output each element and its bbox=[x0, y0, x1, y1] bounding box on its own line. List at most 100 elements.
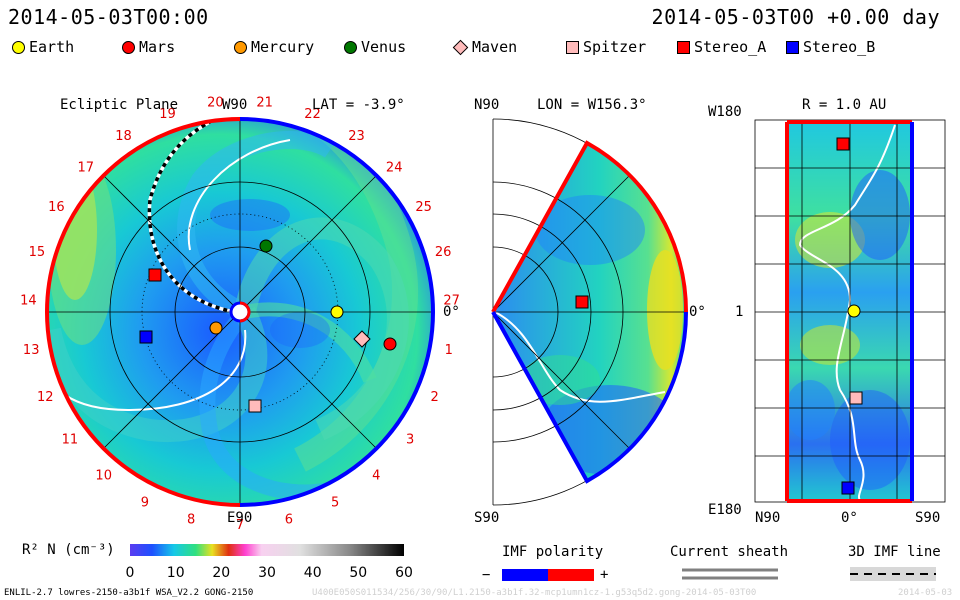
density-colorbar bbox=[130, 544, 404, 556]
marker-spitzer bbox=[849, 391, 863, 405]
footer-model: ENLIL-2.7 lowres-2150-a3b1f WSA_V2.2 GON… bbox=[4, 588, 254, 598]
meridional-bottom-label: S90 bbox=[474, 510, 500, 526]
legend-label: Mars bbox=[139, 38, 176, 56]
rotation-label: 20 bbox=[207, 95, 224, 110]
colorbar-label: R² N (cm⁻³) bbox=[22, 542, 115, 558]
marker-earth bbox=[847, 304, 861, 318]
legend-item-maven: Maven bbox=[452, 38, 518, 56]
rotation-label: 21 bbox=[256, 95, 273, 110]
rotation-label: 3 bbox=[406, 433, 414, 448]
ecliptic-rim-east bbox=[45, 117, 241, 507]
marker-stereo-b bbox=[139, 330, 153, 344]
marker-maven bbox=[353, 330, 371, 348]
ecliptic-lat-label: LAT = -3.9° bbox=[312, 97, 405, 113]
radial-top-left-label: W180 bbox=[708, 104, 742, 120]
colorbar-ticks: 0 10 20 30 40 50 60 bbox=[126, 565, 413, 581]
ecliptic-top-label: W90 bbox=[222, 97, 248, 113]
ecliptic-rim-west bbox=[239, 117, 435, 507]
marker-earth bbox=[330, 305, 344, 319]
footer-date: 2014-05-03 bbox=[898, 588, 953, 598]
colorbar-tick-label: 20 bbox=[212, 565, 230, 581]
colorbar-tick-label: 60 bbox=[395, 565, 413, 581]
colorbar-tick-label: 50 bbox=[349, 565, 367, 581]
marker-stereo-a bbox=[836, 137, 850, 151]
marker-spitzer bbox=[248, 399, 262, 413]
legend-item-earth: Earth bbox=[12, 38, 74, 56]
radial-bottom-left-label: E180 bbox=[708, 502, 742, 518]
legend-item-mars: Mars bbox=[122, 38, 175, 56]
colorbar-tick-label: 30 bbox=[258, 565, 276, 581]
legend-label: Earth bbox=[29, 38, 75, 56]
ecliptic-plane-panel bbox=[45, 117, 435, 507]
meridional-grid bbox=[492, 118, 687, 506]
imf-polarity-positive bbox=[548, 569, 594, 581]
legend-label: Mercury bbox=[251, 38, 315, 56]
rotation-label: 4 bbox=[372, 468, 380, 483]
footer-run-id: U400E050S011534/256/30/90/L1.2150-a3b1f.… bbox=[312, 588, 757, 598]
legend-item-stereo-b: Stereo_B bbox=[786, 38, 875, 56]
marker-stereo-a bbox=[148, 268, 162, 282]
rotation-label: 16 bbox=[48, 200, 65, 215]
legend-marker-venus bbox=[344, 40, 357, 54]
legend-marker-spitzer bbox=[566, 40, 579, 54]
rotation-label: 24 bbox=[386, 161, 403, 176]
spacecraft-markers bbox=[139, 137, 863, 495]
rotation-label: 2 bbox=[431, 390, 439, 405]
imf-polarity-negative bbox=[502, 569, 548, 581]
imf-line-label: 3D IMF line bbox=[848, 544, 941, 560]
marker-mars bbox=[383, 337, 397, 351]
rotation-label: 9 bbox=[141, 496, 149, 511]
rotation-label: 17 bbox=[78, 161, 95, 176]
elapsed-time: 2014-05-03T00 +0.00 day bbox=[651, 5, 940, 29]
colorbar-tick-label: 40 bbox=[304, 565, 322, 581]
legend-item-mercury: Mercury bbox=[234, 38, 314, 56]
colorbar-tick-label: 0 bbox=[126, 565, 135, 581]
ecliptic-title: Ecliptic Plane bbox=[60, 97, 179, 113]
radial-bottom-label-s90: S90 bbox=[915, 510, 941, 526]
rotation-label: 13 bbox=[23, 343, 40, 358]
marker-stereo-b bbox=[841, 481, 855, 495]
legend-marker-earth bbox=[12, 40, 25, 54]
legend-item-spitzer: Spitzer bbox=[566, 38, 646, 56]
radial-bottom-label-n90: N90 bbox=[755, 510, 781, 526]
meridional-top-label: N90 bbox=[474, 97, 500, 113]
meridional-right-label: 0° bbox=[689, 304, 706, 320]
ecliptic-grid bbox=[47, 119, 433, 505]
timestamp: 2014-05-03T00:00 bbox=[8, 5, 209, 29]
legend-label: Venus bbox=[361, 38, 407, 56]
legend-marker-mars bbox=[122, 40, 135, 54]
rotation-label: 15 bbox=[29, 245, 46, 260]
legend-marker-stereo-b bbox=[786, 40, 799, 54]
meridional-panel bbox=[491, 118, 689, 506]
legend-label: Stereo_B bbox=[803, 38, 876, 56]
rotation-label: 19 bbox=[159, 107, 176, 122]
legend-item-stereo-a: Stereo_A bbox=[677, 38, 766, 56]
rotation-label: 10 bbox=[95, 468, 112, 483]
ecliptic-bottom-label: E90 bbox=[227, 510, 253, 526]
rotation-label: 26 bbox=[435, 245, 452, 260]
radial-title: R = 1.0 AU bbox=[802, 97, 887, 113]
rotation-label: 5 bbox=[331, 496, 339, 511]
marker-venus bbox=[259, 239, 273, 253]
rotation-label: 11 bbox=[62, 433, 79, 448]
rotation-label: 23 bbox=[348, 129, 365, 144]
ecliptic-density-structures bbox=[47, 119, 419, 501]
rotation-label: 18 bbox=[115, 129, 132, 144]
radial-bottom-label-0: 0° bbox=[841, 510, 858, 526]
legend-item-venus: Venus bbox=[344, 38, 406, 56]
rotation-label: 27 bbox=[443, 294, 460, 309]
rotation-label: 25 bbox=[415, 200, 432, 215]
legend-label: Maven bbox=[472, 38, 518, 56]
marker-mercury bbox=[209, 321, 223, 335]
rotation-label: 6 bbox=[285, 512, 293, 527]
meridional-lon-label: LON = W156.3° bbox=[537, 97, 647, 113]
imf-dashed-line bbox=[147, 120, 236, 314]
rotation-label: 14 bbox=[20, 294, 37, 309]
rotation-label: 7 bbox=[236, 518, 244, 533]
imf-polarity-label: IMF polarity bbox=[502, 544, 604, 560]
imf-polarity-minus: − bbox=[482, 567, 491, 583]
marker-stereo-a bbox=[575, 295, 589, 309]
legend-marker-stereo-a bbox=[677, 40, 690, 54]
